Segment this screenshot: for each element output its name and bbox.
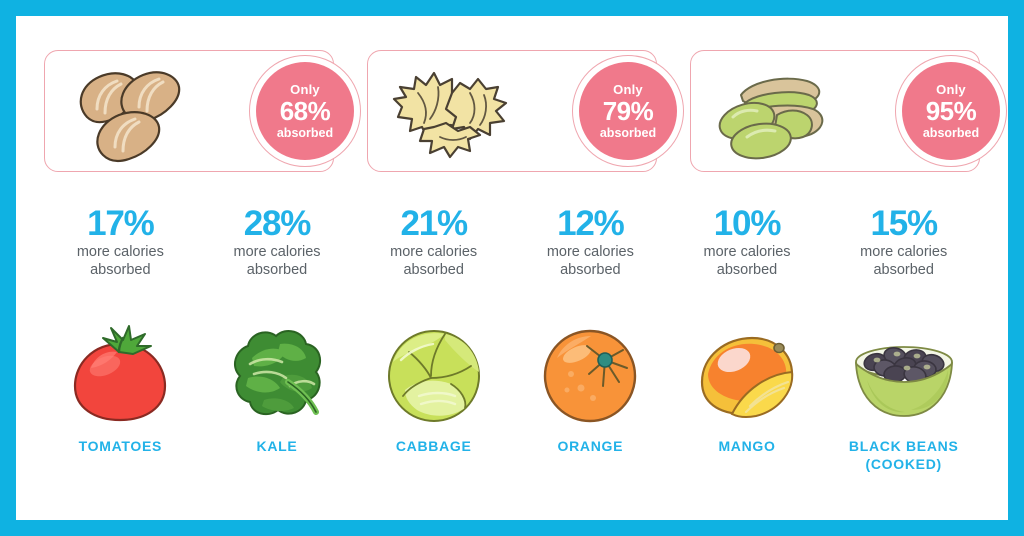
absorption-badge-body: Only 79% absorbed (579, 62, 677, 160)
stat-cell-tomatoes: 17% more calories absorbed (42, 204, 199, 280)
food-label: KALE (256, 438, 298, 454)
mango-icon (700, 336, 794, 419)
stat-line-1: more calories (76, 243, 164, 260)
stat-percent: 17% (87, 204, 155, 243)
stat-cell-mango: 10% more calories absorbed (669, 204, 826, 280)
stat-line-2: absorbed (246, 262, 308, 279)
food-cell-black-beans: BLACK BEANS (COOKED) (825, 316, 982, 473)
calorie-stats-row: 17% more calories absorbed 28% more calo… (42, 204, 982, 280)
food-label: MANGO (718, 438, 776, 454)
absorption-badge-pistachios: Only 95% absorbed (895, 55, 1007, 167)
cabbage-icon (387, 330, 480, 422)
food-label: TOMATOES (78, 438, 163, 454)
stat-cell-kale: 28% more calories absorbed (199, 204, 356, 280)
badge-absorbed-label: absorbed (599, 125, 657, 140)
absorption-badge-body: Only 68% absorbed (256, 62, 354, 160)
stat-line-1: more calories (233, 243, 321, 260)
stat-cell-cabbage: 21% more calories absorbed (355, 204, 512, 280)
absorption-badge-walnuts: Only 79% absorbed (572, 55, 684, 167)
stat-line-1: more calories (860, 243, 948, 260)
badge-absorbed-label: absorbed (276, 125, 334, 140)
food-cell-kale: KALE (199, 316, 356, 473)
stat-line-1: more calories (703, 243, 791, 260)
stat-percent: 10% (713, 204, 782, 243)
badge-absorbed-label: absorbed (922, 125, 980, 140)
food-cell-mango: MANGO (669, 316, 826, 473)
pistachios-icon (718, 77, 824, 160)
badge-percent-value: 68% (279, 95, 331, 126)
stat-percent: 21% (400, 204, 468, 243)
food-cell-tomatoes: TOMATOES (42, 316, 199, 473)
stat-cell-orange: 12% more calories absorbed (512, 204, 669, 280)
stat-line-2: absorbed (560, 262, 621, 279)
badge-only-label: Only (936, 81, 966, 97)
stat-line-2: absorbed (716, 262, 778, 279)
stat-cell-black-beans: 15% more calories absorbed (825, 204, 982, 280)
orange-icon (544, 329, 637, 423)
food-label: CABBAGE (395, 438, 472, 454)
nut-card-pistachios: Only 95% absorbed (690, 50, 1007, 172)
stat-percent: 28% (243, 204, 312, 243)
nut-absorption-cards: Only 68% absorbed (16, 50, 1008, 172)
stat-percent: 12% (557, 204, 625, 243)
nut-card-almonds: Only 68% absorbed (44, 50, 361, 172)
food-cell-cabbage: CABBAGE (355, 316, 512, 473)
stat-line-2: absorbed (873, 262, 934, 279)
stat-line-1: more calories (546, 243, 634, 260)
badge-only-label: Only (290, 81, 320, 97)
absorption-badge-almonds: Only 68% absorbed (249, 55, 361, 167)
stat-percent: 15% (870, 204, 938, 243)
absorption-badge-body: Only 95% absorbed (902, 62, 1000, 160)
kale-icon (233, 329, 322, 416)
badge-percent-value: 95% (925, 95, 977, 126)
food-cell-orange: ORANGE (512, 316, 669, 473)
badge-percent-value: 79% (602, 95, 654, 126)
nut-card-walnuts: Only 79% absorbed (367, 50, 684, 172)
food-label: BLACK BEANS (COOKED) (848, 438, 959, 472)
black-beans-bowl-icon (854, 346, 953, 417)
stat-line-1: more calories (390, 243, 478, 260)
tomato-icon (74, 325, 167, 422)
walnuts-icon (392, 71, 508, 159)
food-illustrations-row: TOMATOES (42, 316, 982, 473)
stat-line-2: absorbed (403, 262, 464, 279)
badge-only-label: Only (613, 81, 643, 97)
stat-line-2: absorbed (90, 262, 151, 279)
almonds-icon (79, 71, 181, 163)
food-label: ORANGE (557, 438, 624, 454)
infographic-sheet: Only 68% absorbed (16, 16, 1008, 520)
